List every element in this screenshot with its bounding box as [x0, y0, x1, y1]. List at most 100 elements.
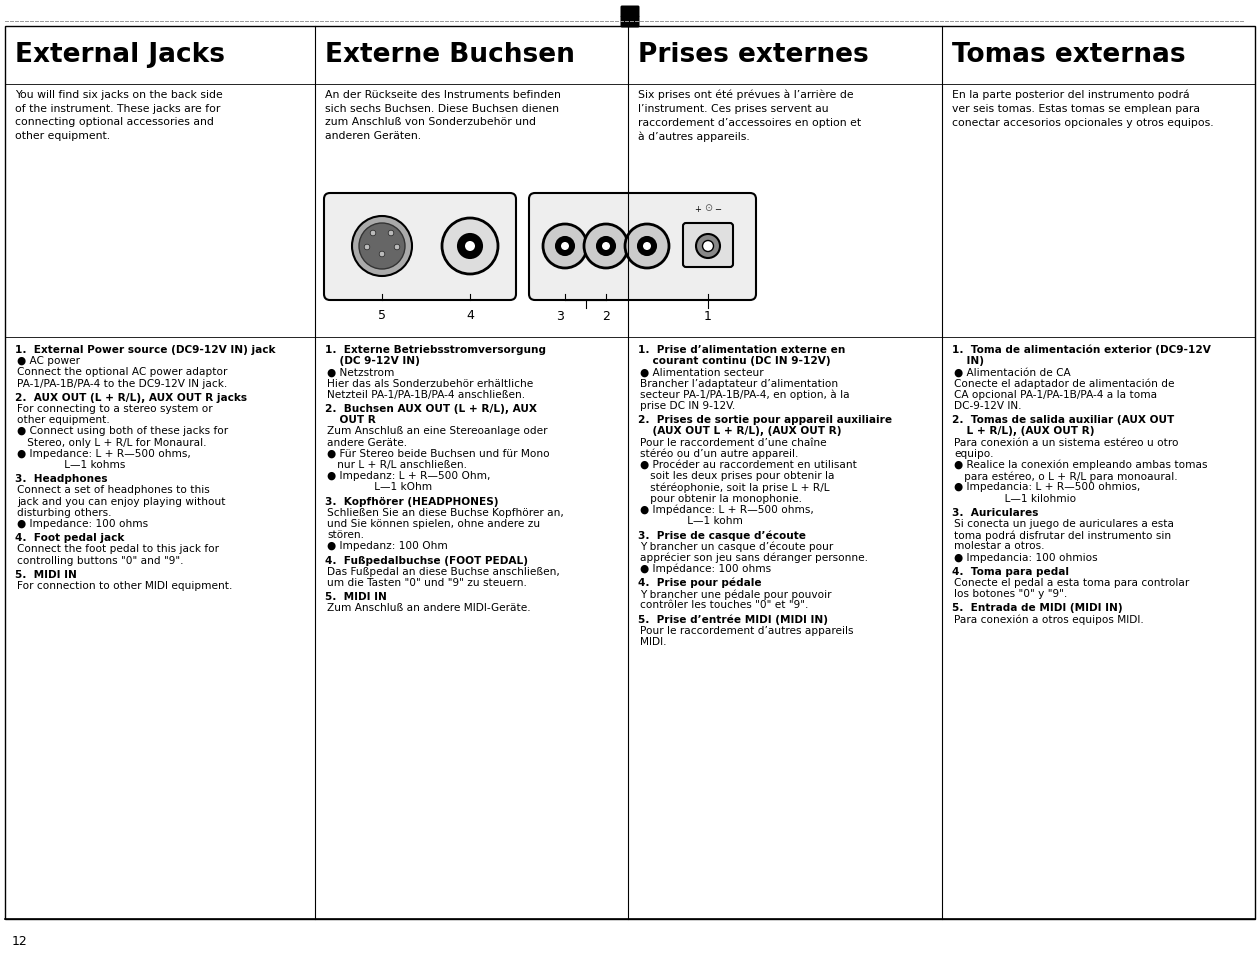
- Text: 5.  MIDI IN: 5. MIDI IN: [15, 569, 77, 579]
- Text: OUT R: OUT R: [325, 415, 375, 425]
- Text: 3: 3: [556, 310, 564, 323]
- Text: um die Tasten "0" und "9" zu steuern.: um die Tasten "0" und "9" zu steuern.: [328, 578, 527, 587]
- Circle shape: [465, 242, 475, 252]
- Text: ● Für Stereo beide Buchsen und für Mono: ● Für Stereo beide Buchsen und für Mono: [328, 448, 549, 458]
- Text: ● Impedance: L + R—500 ohms,: ● Impedance: L + R—500 ohms,: [16, 448, 190, 458]
- Text: 3.  Prise de casque d’écoute: 3. Prise de casque d’écoute: [638, 530, 806, 540]
- Text: 1.  External Power source (DC9-12V IN) jack: 1. External Power source (DC9-12V IN) ja…: [15, 345, 276, 355]
- Text: secteur PA-1/PA-1B/PA-4, en option, à la: secteur PA-1/PA-1B/PA-4, en option, à la: [640, 390, 849, 400]
- Text: L + R/L), (AUX OUT R): L + R/L), (AUX OUT R): [953, 426, 1095, 436]
- Text: 2.  Buchsen AUX OUT (L + R/L), AUX: 2. Buchsen AUX OUT (L + R/L), AUX: [325, 403, 537, 414]
- Text: ⊙: ⊙: [704, 203, 712, 213]
- Text: (DC 9-12V IN): (DC 9-12V IN): [325, 355, 420, 366]
- Text: contrôler les touches "0" et "9".: contrôler les touches "0" et "9".: [640, 599, 809, 610]
- Text: Y brancher un casque d’écoute pour: Y brancher un casque d’écoute pour: [640, 541, 833, 552]
- Text: 3.  Kopfhörer (HEADPHONES): 3. Kopfhörer (HEADPHONES): [325, 497, 499, 506]
- Text: Y brancher une pédale pour pouvoir: Y brancher une pédale pour pouvoir: [640, 589, 832, 599]
- Text: MIDI.: MIDI.: [640, 637, 667, 646]
- Text: Six prises ont été prévues à l’arrière de
l’instrument. Ces prises servent au
ra: Six prises ont été prévues à l’arrière d…: [638, 90, 861, 142]
- Text: ● Impedanz: L + R—500 Ohm,: ● Impedanz: L + R—500 Ohm,: [328, 471, 490, 480]
- Text: Externe Buchsen: Externe Buchsen: [325, 42, 575, 68]
- Text: Si conecta un juego de auriculares a esta: Si conecta un juego de auriculares a est…: [954, 518, 1174, 529]
- Text: Zum Anschluß an andere MIDI-Geräte.: Zum Anschluß an andere MIDI-Geräte.: [328, 602, 530, 613]
- FancyBboxPatch shape: [324, 193, 517, 301]
- Text: Tomas externas: Tomas externas: [953, 42, 1186, 68]
- Text: ● Impédance: L + R—500 ohms,: ● Impédance: L + R—500 ohms,: [640, 504, 814, 515]
- Text: L—1 kohms: L—1 kohms: [16, 459, 126, 470]
- Text: und Sie können spielen, ohne andere zu: und Sie können spielen, ohne andere zu: [328, 518, 541, 529]
- Text: Netzteil PA-1/PA-1B/PA-4 anschließen.: Netzteil PA-1/PA-1B/PA-4 anschließen.: [328, 390, 525, 399]
- Text: Pour le raccordement d’une chaîne: Pour le raccordement d’une chaîne: [640, 437, 827, 447]
- Circle shape: [457, 234, 483, 258]
- Text: Prises externes: Prises externes: [638, 42, 868, 68]
- Text: Das Fußpedal an diese Buchse anschließen,: Das Fußpedal an diese Buchse anschließen…: [328, 566, 559, 577]
- Text: 4.  Fußpedalbuchse (FOOT PEDAL): 4. Fußpedalbuchse (FOOT PEDAL): [325, 555, 528, 565]
- Text: ● Connect using both of these jacks for: ● Connect using both of these jacks for: [16, 426, 228, 436]
- Text: para estéreo, o L + R/L para monoaural.: para estéreo, o L + R/L para monoaural.: [954, 471, 1178, 481]
- Text: stören.: stören.: [328, 530, 364, 539]
- Circle shape: [638, 237, 656, 255]
- Text: ● Alimentation secteur: ● Alimentation secteur: [640, 367, 764, 377]
- Text: 2.  Tomas de salida auxiliar (AUX OUT: 2. Tomas de salida auxiliar (AUX OUT: [953, 415, 1174, 425]
- Text: Pour le raccordement d’autres appareils: Pour le raccordement d’autres appareils: [640, 625, 853, 635]
- Text: stéréophonie, soit la prise L + R/L: stéréophonie, soit la prise L + R/L: [640, 482, 829, 493]
- Text: disturbing others.: disturbing others.: [16, 507, 111, 517]
- Text: 4.  Prise pour pédale: 4. Prise pour pédale: [638, 578, 761, 588]
- Text: other equipment.: other equipment.: [16, 415, 110, 425]
- Text: For connecting to a stereo system or: For connecting to a stereo system or: [16, 403, 213, 414]
- Text: 1: 1: [704, 310, 712, 323]
- FancyBboxPatch shape: [620, 7, 640, 18]
- Text: Connect the optional AC power adaptor: Connect the optional AC power adaptor: [16, 367, 227, 377]
- Text: prise DC IN 9-12V.: prise DC IN 9-12V.: [640, 400, 736, 411]
- Text: ● Procéder au raccordement en utilisant: ● Procéder au raccordement en utilisant: [640, 459, 857, 470]
- Circle shape: [543, 225, 587, 269]
- Circle shape: [388, 231, 394, 236]
- Text: L—1 kohm: L—1 kohm: [640, 516, 743, 525]
- Text: 5.  Prise d’entrée MIDI (MIDI IN): 5. Prise d’entrée MIDI (MIDI IN): [638, 614, 828, 624]
- Text: molestar a otros.: molestar a otros.: [954, 541, 1045, 551]
- Text: An der Rückseite des Instruments befinden
sich sechs Buchsen. Diese Buchsen dien: An der Rückseite des Instruments befinde…: [325, 90, 561, 141]
- Text: 3.  Headphones: 3. Headphones: [15, 474, 107, 484]
- Text: External Jacks: External Jacks: [15, 42, 226, 68]
- Circle shape: [556, 237, 575, 255]
- Text: 1.  Prise d’alimentation externe en: 1. Prise d’alimentation externe en: [638, 345, 845, 355]
- Text: toma podrá disfrutar del instrumento sin: toma podrá disfrutar del instrumento sin: [954, 530, 1171, 540]
- Text: pour obtenir la monophonie.: pour obtenir la monophonie.: [640, 493, 803, 503]
- Text: 1.  Externe Betriebsstromversorgung: 1. Externe Betriebsstromversorgung: [325, 345, 546, 355]
- Text: Zum Anschluß an eine Stereoanlage oder: Zum Anschluß an eine Stereoanlage oder: [328, 426, 548, 436]
- Circle shape: [583, 225, 627, 269]
- Text: ● Impédance: 100 ohms: ● Impédance: 100 ohms: [640, 563, 771, 574]
- Text: Connect the foot pedal to this jack for: Connect the foot pedal to this jack for: [16, 544, 219, 554]
- Text: controlling buttons "0" and "9".: controlling buttons "0" and "9".: [16, 555, 184, 565]
- Text: Conecte el adaptador de alimentación de: Conecte el adaptador de alimentación de: [954, 378, 1174, 389]
- Text: soit les deux prises pour obtenir la: soit les deux prises pour obtenir la: [640, 471, 834, 480]
- Text: L—1 kOhm: L—1 kOhm: [328, 482, 432, 492]
- Text: 5.  Entrada de MIDI (MIDI IN): 5. Entrada de MIDI (MIDI IN): [953, 602, 1123, 613]
- Text: ● Realice la conexión empleando ambas tomas: ● Realice la conexión empleando ambas to…: [954, 459, 1207, 470]
- Text: (AUX OUT L + R/L), (AUX OUT R): (AUX OUT L + R/L), (AUX OUT R): [638, 426, 842, 436]
- Text: equipo.: equipo.: [954, 448, 993, 458]
- Circle shape: [364, 245, 369, 251]
- Text: 2.  Prises de sortie pour appareil auxiliaire: 2. Prises de sortie pour appareil auxili…: [638, 415, 892, 425]
- Text: 3.  Auriculares: 3. Auriculares: [953, 507, 1038, 517]
- Text: L—1 kilohmio: L—1 kilohmio: [954, 493, 1076, 503]
- Text: ● Impedancia: L + R—500 ohmios,: ● Impedancia: L + R—500 ohmios,: [954, 482, 1140, 492]
- Circle shape: [696, 234, 719, 258]
- Text: ● Impedancia: 100 ohmios: ● Impedancia: 100 ohmios: [954, 552, 1097, 562]
- Text: Connect a set of headphones to this: Connect a set of headphones to this: [16, 485, 209, 495]
- FancyBboxPatch shape: [529, 193, 756, 301]
- Text: jack and you can enjoy playing without: jack and you can enjoy playing without: [16, 497, 226, 506]
- Circle shape: [703, 241, 713, 253]
- Text: ● Impedance: 100 ohms: ● Impedance: 100 ohms: [16, 518, 149, 529]
- Text: Stereo, only L + R/L for Monaural.: Stereo, only L + R/L for Monaural.: [16, 437, 207, 447]
- Text: los botones "0" y "9".: los botones "0" y "9".: [954, 589, 1067, 598]
- Text: courant continu (DC IN 9-12V): courant continu (DC IN 9-12V): [638, 355, 830, 366]
- Text: IN): IN): [953, 355, 984, 366]
- Text: Conecte el pedal a esta toma para controlar: Conecte el pedal a esta toma para contro…: [954, 578, 1189, 587]
- Circle shape: [602, 243, 610, 251]
- Text: ● AC power: ● AC power: [16, 355, 79, 366]
- Text: 4.  Foot pedal jack: 4. Foot pedal jack: [15, 533, 125, 542]
- Text: 2.  AUX OUT (L + R/L), AUX OUT R jacks: 2. AUX OUT (L + R/L), AUX OUT R jacks: [15, 393, 247, 402]
- Text: +: +: [694, 205, 702, 214]
- Text: For connection to other MIDI equipment.: For connection to other MIDI equipment.: [16, 580, 232, 590]
